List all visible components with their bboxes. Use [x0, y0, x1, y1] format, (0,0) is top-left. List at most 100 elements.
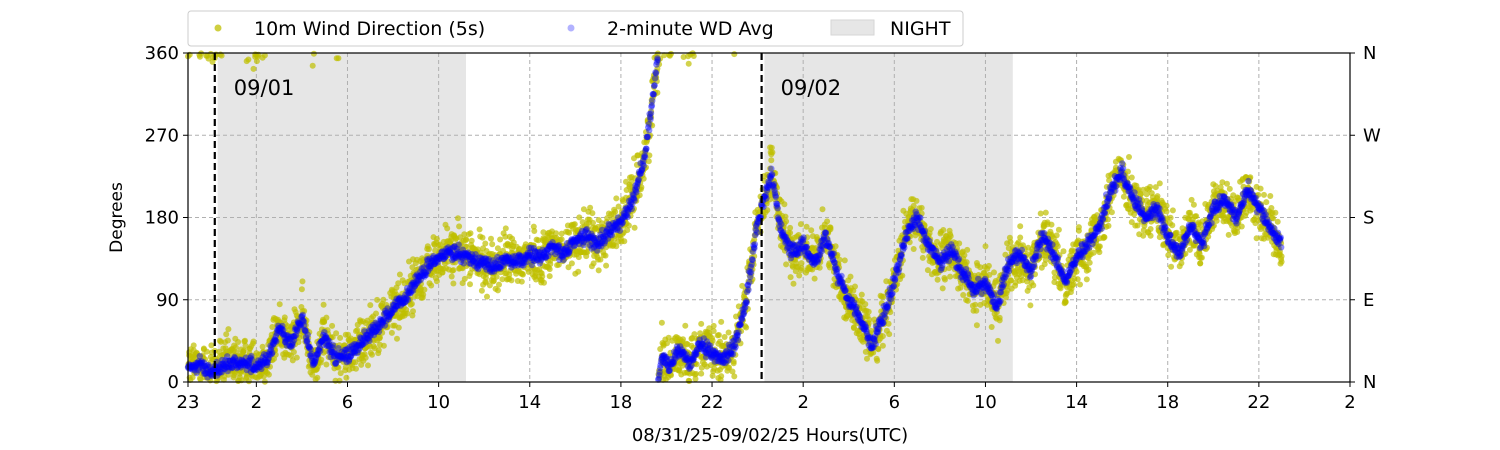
wind-direction-point: [1017, 234, 1024, 241]
wind-direction-point: [358, 339, 365, 346]
wind-direction-point: [973, 322, 980, 329]
wind-direction-point: [631, 205, 637, 212]
wind-direction-point: [715, 332, 722, 338]
wind-direction-point: [1060, 248, 1067, 255]
wd-avg-point: [624, 213, 631, 221]
wind-direction-point: [189, 374, 196, 381]
wind-direction-point: [613, 243, 620, 250]
wd-avg-point: [635, 176, 642, 183]
wind-direction-point: [408, 300, 415, 307]
wind-direction-point: [450, 267, 457, 274]
wind-direction-point: [654, 89, 661, 96]
wind-direction-point: [1083, 276, 1090, 283]
wind-direction-point: [1167, 214, 1174, 221]
wd-avg-point: [643, 145, 650, 152]
wind-direction-point: [1055, 226, 1062, 233]
wind-direction-point: [797, 221, 804, 228]
wind-direction-point: [595, 267, 602, 274]
wind-direction-point: [486, 282, 493, 289]
wind-direction-point: [1007, 239, 1014, 245]
wd-avg-point: [460, 260, 467, 267]
wind-direction-point: [418, 280, 424, 287]
wd-avg-point: [666, 367, 673, 374]
wind-direction-point: [309, 62, 316, 69]
wind-direction-point: [1267, 193, 1274, 199]
wind-direction-point: [919, 254, 926, 261]
wd-avg-point: [404, 296, 412, 303]
wind-direction-point: [738, 328, 745, 335]
wind-direction-point: [698, 370, 705, 377]
wind-direction-point: [374, 296, 381, 303]
wind-direction-point: [743, 298, 750, 305]
wind-direction-point: [1120, 193, 1127, 200]
wind-direction-point: [478, 287, 485, 294]
wind-direction-point: [832, 243, 839, 250]
wind-direction-point: [1017, 223, 1024, 230]
wind-direction-point: [913, 197, 920, 204]
wind-direction-point: [320, 301, 327, 308]
wind-direction-point: [686, 378, 693, 384]
wind-direction-point: [394, 335, 400, 342]
wind-direction-point: [575, 254, 582, 261]
wind-direction-point: [732, 351, 739, 358]
wind-direction-point: [261, 52, 268, 59]
wind-direction-point: [963, 259, 970, 266]
wind-direction-point: [293, 354, 300, 361]
wind-direction-point: [956, 240, 963, 247]
wind-direction-point: [265, 371, 272, 378]
wind-direction-point: [202, 356, 209, 363]
wind-direction-point: [566, 229, 573, 236]
wind-direction-point: [985, 262, 992, 269]
wind-direction-point: [1226, 185, 1233, 192]
wind-direction-point: [866, 316, 873, 323]
wind-direction-point: [190, 342, 197, 349]
wind-direction-point: [290, 349, 297, 355]
wd-avg-point: [631, 197, 638, 204]
wind-direction-point: [690, 53, 697, 59]
wind-direction-point: [1128, 174, 1135, 181]
wind-direction-point: [395, 324, 402, 331]
wind-direction-point: [362, 354, 369, 361]
wind-direction-point: [824, 218, 831, 225]
wind-direction-point: [250, 338, 257, 345]
wind-direction-point: [1190, 201, 1197, 208]
wind-direction-point: [461, 231, 468, 238]
wind-direction-point: [1062, 299, 1069, 305]
wind-direction-point: [874, 357, 881, 364]
wind-direction-point: [299, 278, 306, 285]
wind-direction-point: [510, 239, 517, 246]
wind-direction-point: [811, 275, 818, 282]
wind-direction-point: [638, 184, 645, 191]
wind-direction-point: [416, 268, 423, 275]
wind-direction-point: [582, 232, 589, 239]
wind-direction-point: [816, 264, 823, 271]
wd-avg-point: [299, 311, 306, 319]
wind-direction-point: [841, 257, 848, 264]
wind-direction-point: [995, 337, 1001, 344]
wind-direction-point: [1197, 260, 1204, 267]
wind-direction-point: [433, 235, 440, 242]
wind-direction-point: [648, 108, 655, 115]
wind-direction-point: [964, 246, 971, 253]
wind-direction-point: [547, 261, 554, 268]
wind-direction-point: [239, 366, 246, 373]
wind-direction-point: [420, 291, 427, 298]
wind-direction-point: [1074, 276, 1081, 283]
wind-direction-point: [1070, 281, 1077, 288]
wind-direction-point: [546, 273, 553, 280]
wind-direction-point: [1169, 207, 1176, 214]
wind-direction-point: [272, 351, 279, 358]
wd-avg-point: [329, 341, 337, 349]
wind-direction-point: [731, 373, 738, 380]
wind-direction-point: [580, 206, 587, 213]
wind-direction-point: [410, 308, 416, 315]
wind-direction-point: [444, 225, 451, 232]
wind-direction-point: [735, 303, 742, 310]
wind-direction-point: [203, 348, 210, 355]
wind-direction-point: [301, 308, 308, 314]
wind-direction-point: [531, 228, 538, 234]
wind-direction-point: [729, 368, 736, 375]
wind-direction-point: [380, 342, 387, 349]
wind-direction-point: [673, 351, 680, 358]
